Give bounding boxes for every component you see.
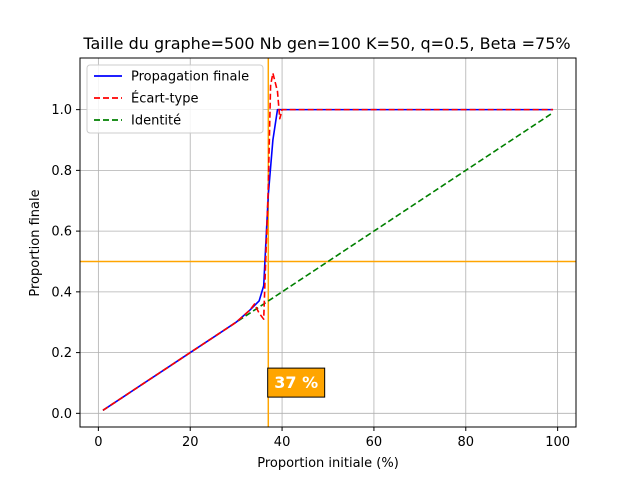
x-axis: 0 20 40 60 80 100 [94,427,570,450]
y-tick-label: 0.2 [51,346,72,361]
threshold-annotation: 37 % [267,367,326,398]
y-tick-label: 0.6 [51,225,72,240]
y-tick-label: 0.0 [51,407,72,422]
legend: Propagation finale Écart-type Identité [86,64,264,134]
annotation-box [267,367,326,398]
y-tick-label: 1.0 [51,103,72,118]
x-tick-label: 60 [366,435,383,450]
legend-label-2: Identité [131,114,181,129]
annotation-text: 37 % [274,373,318,392]
series-group [102,72,554,411]
series-line-1 [102,72,554,411]
legend-label-0: Propagation finale [131,70,249,85]
x-tick-label: 40 [274,435,291,450]
x-tick-label: 0 [94,435,102,450]
legend-label-1: Écart-type [131,91,199,107]
legend-box [86,64,264,134]
y-tick-label: 0.8 [51,164,72,179]
y-axis-label: Proportion finale [28,189,43,296]
x-tick-label: 100 [545,435,570,450]
x-tick-label: 80 [458,435,475,450]
x-tick-label: 20 [182,435,199,450]
x-axis-label: Proportion initiale (%) [257,456,399,471]
chart-title: Taille du graphe=500 Nb gen=100 K=50, q=… [82,34,570,53]
plot-frame [79,57,577,428]
y-tick-label: 0.4 [51,285,72,300]
y-axis: 0.0 0.2 0.4 0.6 0.8 1.0 [51,103,80,422]
reference-lines [80,58,576,427]
